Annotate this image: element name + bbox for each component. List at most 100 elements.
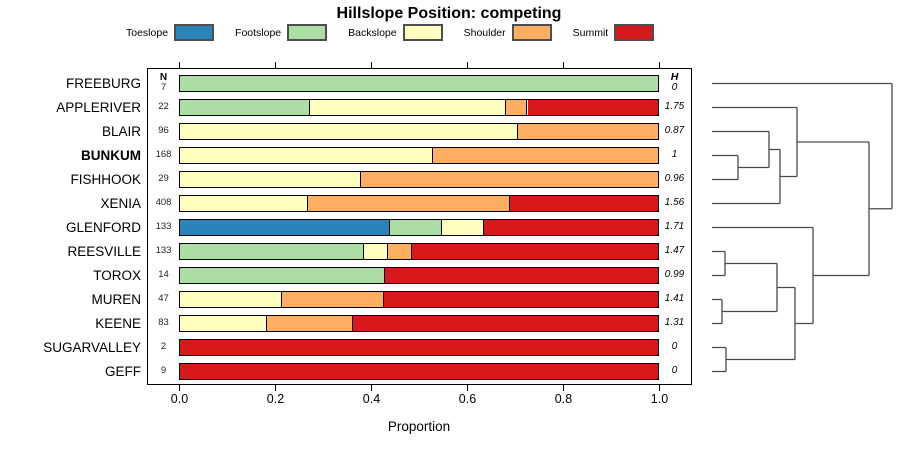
shoulder-segment xyxy=(307,195,511,211)
backslope-segment xyxy=(180,147,434,163)
n-cell: 83 xyxy=(148,318,179,328)
n-cell: 29 xyxy=(148,174,179,184)
backslope-segment xyxy=(363,243,389,259)
legend-item-summit: Summit xyxy=(573,24,655,41)
h-value: 0 xyxy=(671,82,678,94)
h-column-header: H xyxy=(670,71,679,84)
footslope-segment xyxy=(180,99,311,115)
dendrogram-lines xyxy=(712,82,893,373)
row-label-reesville: REESVILLE xyxy=(67,243,141,259)
stacked-bar xyxy=(179,314,659,332)
shoulder-segment xyxy=(266,315,354,331)
h-value: 1 xyxy=(671,148,678,160)
h-value: 1.31 xyxy=(664,316,685,328)
legend-swatch-shoulder xyxy=(511,24,552,41)
h-value: 1.56 xyxy=(664,196,685,208)
h-cell: 0.87 xyxy=(659,124,690,137)
row-label-geff: GEFF xyxy=(105,363,141,379)
footslope-segment xyxy=(390,219,442,235)
x-tick-top xyxy=(274,62,277,68)
n-value: 168 xyxy=(155,149,172,161)
h-cell: 0.99 xyxy=(659,268,690,281)
stacked-bar xyxy=(179,218,659,236)
h-cell: 0 xyxy=(659,340,690,353)
x-tick xyxy=(466,385,469,391)
footslope-segment xyxy=(180,267,385,283)
n-cell: 133 xyxy=(148,246,179,256)
n-value: 22 xyxy=(158,101,169,113)
n-value: 2 xyxy=(160,341,167,353)
x-tick-top xyxy=(658,62,661,68)
table-row: 22 1.75 xyxy=(148,95,690,119)
x-tick-label: 0.4 xyxy=(362,392,381,406)
x-tick-top xyxy=(178,62,181,68)
footslope-segment xyxy=(180,75,658,91)
table-row: 14 0.99 xyxy=(148,263,690,287)
h-value: 0 xyxy=(671,364,678,376)
x-tick-label: 0.6 xyxy=(458,392,477,406)
shoulder-segment xyxy=(361,171,658,187)
stacked-bar xyxy=(179,338,659,356)
footslope-segment xyxy=(180,243,364,259)
shoulder-segment xyxy=(505,99,528,115)
h-value: 0 xyxy=(671,340,678,352)
h-cell: 1.41 xyxy=(659,292,690,305)
stacked-bar xyxy=(179,146,659,164)
legend: Toeslope Footslope Backslope Shoulder Summit xyxy=(126,24,655,41)
x-tick xyxy=(658,385,661,391)
summit-segment xyxy=(180,339,658,355)
row-label-glenford: GLENFORD xyxy=(65,219,141,235)
h-cell: 1.47 xyxy=(659,244,690,257)
row-label-appleriver: APPLERIVER xyxy=(56,99,141,115)
h-cell: 0 xyxy=(659,364,690,377)
table-row: 133 1.71 xyxy=(148,215,690,239)
summit-segment xyxy=(353,315,658,331)
shoulder-segment xyxy=(281,291,384,307)
backslope-segment xyxy=(180,171,362,187)
n-value: 7 xyxy=(160,82,167,94)
n-cell: 14 xyxy=(148,270,179,280)
n-cell: 9 xyxy=(148,366,179,376)
legend-item-backslope: Backslope xyxy=(348,24,443,41)
legend-item-toeslope: Toeslope xyxy=(126,24,215,41)
x-tick xyxy=(562,385,565,391)
row-label-muren: MUREN xyxy=(91,291,142,307)
table-row: 408 1.56 xyxy=(148,191,690,215)
x-tick-label: 1.0 xyxy=(650,392,669,406)
h-cell: 1 xyxy=(659,148,690,161)
stacked-bar xyxy=(179,362,659,380)
h-value: 0.96 xyxy=(664,172,685,184)
n-value: 83 xyxy=(158,317,169,329)
h-cell: 1.71 xyxy=(659,220,690,233)
backslope-segment xyxy=(180,315,267,331)
n-cell: 96 xyxy=(148,126,179,136)
legend-label: Footslope xyxy=(235,26,282,39)
shoulder-segment xyxy=(388,243,413,259)
plot-area: N 7 H 0 22 1.75 96 0.87 168 1 29 0.96 408 1.56 133 1.71… xyxy=(147,68,692,385)
h-value: 0.99 xyxy=(664,268,685,280)
row-label-sugarvalley: SUGARVALLEY xyxy=(43,339,141,355)
row-label-torox: TOROX xyxy=(93,267,141,283)
n-value: 133 xyxy=(155,221,172,233)
h-value: 1.47 xyxy=(664,244,685,256)
n-value: 14 xyxy=(158,269,169,281)
h-cell: 1.31 xyxy=(659,316,690,329)
legend-label: Shoulder xyxy=(463,26,506,39)
h-value: 0.87 xyxy=(664,124,685,136)
n-cell: 2 xyxy=(148,342,179,352)
backslope-segment xyxy=(180,291,282,307)
h-value: 1.71 xyxy=(664,220,685,232)
summit-segment xyxy=(412,243,658,259)
x-tick-label: 0.0 xyxy=(170,392,189,406)
backslope-segment xyxy=(441,219,485,235)
legend-label: Summit xyxy=(572,26,609,39)
shoulder-segment xyxy=(433,147,658,163)
n-value: 47 xyxy=(158,293,169,305)
n-value: 408 xyxy=(155,197,172,209)
legend-swatch-footslope xyxy=(287,24,328,41)
h-value: 1.41 xyxy=(664,292,685,304)
summit-segment xyxy=(484,219,658,235)
